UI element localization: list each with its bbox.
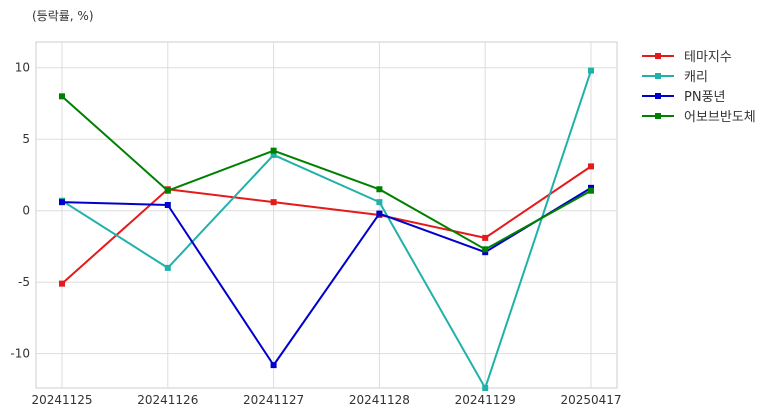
data-point [588, 67, 594, 74]
legend-label: PN풍년 [684, 90, 725, 105]
data-point [588, 163, 594, 170]
legend-marker [655, 113, 661, 119]
data-point [482, 385, 489, 391]
legend-label: 테마지수 [684, 50, 732, 65]
data-point [59, 93, 65, 100]
x-tick-label: 20250417 [560, 393, 621, 407]
data-point [376, 186, 383, 193]
data-point [482, 246, 489, 253]
series-3 [59, 93, 594, 253]
data-point [164, 201, 171, 208]
legend-item: 테마지수 [642, 50, 732, 65]
series-group [59, 67, 594, 391]
y-tick-label: 10 [15, 61, 30, 75]
data-point [164, 264, 171, 271]
data-point [588, 187, 594, 194]
data-point [59, 199, 65, 206]
series-line [61, 70, 592, 389]
data-point [270, 362, 277, 369]
y-tick-label: 0 [22, 204, 30, 218]
x-tick-label: 20241129 [455, 393, 516, 407]
y-tick-label: -5 [18, 275, 30, 289]
data-point [270, 147, 277, 154]
plot-area [35, 41, 618, 389]
x-tick-label: 20241126 [137, 393, 198, 407]
x-tick-label: 20241128 [349, 393, 410, 407]
y-tick-label: 5 [22, 132, 30, 146]
legend-item: 캐리 [642, 70, 708, 85]
data-point [270, 199, 277, 206]
data-point [270, 151, 277, 158]
data-point [164, 187, 171, 194]
y-axis: 10 5 0 -5 -10 [10, 61, 30, 361]
legend-marker [655, 93, 661, 99]
legend-marker [655, 53, 661, 59]
unit-label: (등락률, %) [32, 9, 94, 23]
data-point [376, 199, 383, 206]
legend-label: 어보브반도체 [684, 110, 756, 125]
x-tick-label: 20241127 [243, 393, 304, 407]
series-line [61, 95, 592, 251]
grid [36, 42, 617, 388]
x-axis: 20241125 20241126 20241127 20241128 20241129… [31, 393, 621, 407]
legend-item: 어보브반도체 [642, 110, 756, 125]
legend-marker [655, 73, 661, 79]
data-point [376, 210, 383, 217]
legend-item: PN풍년 [642, 90, 725, 105]
series-line [61, 186, 592, 367]
y-tick-label: -10 [10, 347, 30, 361]
data-point [482, 234, 489, 241]
x-tick-label: 20241125 [31, 393, 92, 407]
data-point [59, 280, 65, 287]
legend-label: 캐리 [684, 70, 708, 85]
